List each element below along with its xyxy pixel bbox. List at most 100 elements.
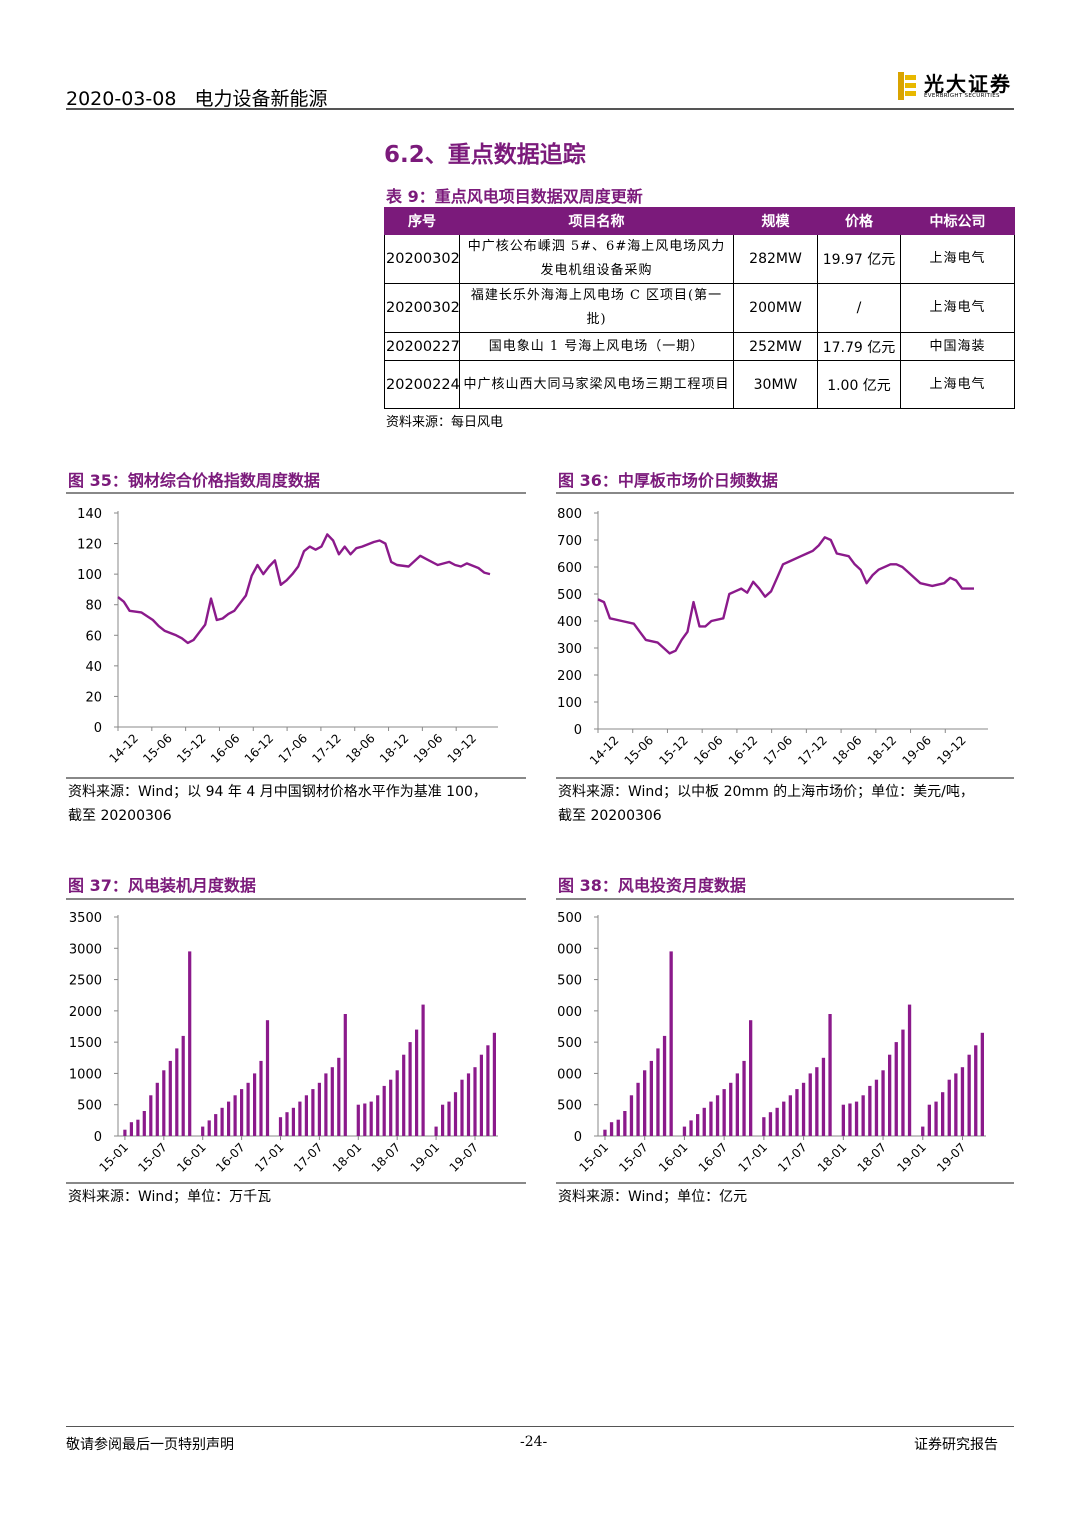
bar	[696, 1114, 700, 1136]
bar	[888, 1054, 892, 1136]
y-tick-label: 1500	[556, 1036, 582, 1051]
x-tick-label: 19-06	[411, 731, 446, 766]
section-title: 6.2、重点数据追踪	[384, 142, 586, 168]
x-tick-label: 16-06	[691, 733, 726, 768]
bar	[453, 1092, 458, 1136]
series-line	[597, 536, 974, 655]
project-table: 序号 项目名称 规模 价格 中标公司 20200302 中广核公布嵊泗 5#、6…	[384, 207, 1015, 409]
x-tick-label: 15-07	[135, 1140, 170, 1175]
x-tick-label: 18-01	[815, 1140, 850, 1175]
x-tick-label: 17-01	[252, 1140, 287, 1175]
bar	[402, 1054, 406, 1136]
bar	[343, 1014, 347, 1136]
figure-35-chart: 0 20 40 60 80 100 120 140 14-12 15-06 15-12 16-06 16…	[77, 507, 498, 766]
bar	[337, 1057, 341, 1136]
figure-37-source: 资料来源：Wind；单位：万千瓦	[68, 1189, 272, 1205]
cell-scale: 200MW	[733, 283, 818, 333]
bar	[715, 1095, 720, 1136]
figure-35-source: 资料来源：Wind；以 94 年 4 月中国钢材价格水平作为基准 100， 截至…	[68, 780, 487, 828]
x-tick-label: 16-07	[696, 1140, 731, 1175]
bar	[722, 1089, 726, 1136]
x-tick-label: 19-07	[934, 1140, 969, 1175]
y-tick-label: 20	[85, 690, 102, 705]
footer-disclaimer: 敬请参阅最后一页特别声明	[66, 1437, 234, 1453]
figure-36-source-line1: 资料来源：Wind；以中板 20mm 的上海市场价；单位：美元/吨，	[558, 784, 974, 800]
bar	[298, 1101, 302, 1136]
bar	[142, 1111, 146, 1136]
y-tick-label: 1500	[69, 1036, 102, 1051]
cell-id: 20200227	[384, 332, 460, 361]
cell-price: 19.97 亿元	[817, 234, 901, 284]
bar	[278, 1117, 283, 1136]
bar	[603, 1129, 607, 1136]
bar	[214, 1114, 218, 1136]
y-tick-label: 2000	[69, 1005, 102, 1020]
bar	[434, 1126, 438, 1136]
figure-38-source: 资料来源：Wind；单位：亿元	[558, 1189, 748, 1205]
bar	[136, 1119, 140, 1136]
y-tick-label: 200	[557, 669, 582, 684]
table-row: 20200224 中广核山西大同马家梁风电场三期工程项目 30MW 1.00 亿…	[384, 360, 1015, 409]
bar	[317, 1082, 321, 1136]
x-tick-label: 18-01	[330, 1140, 365, 1175]
bar	[265, 1020, 270, 1136]
x-tick-label: 14-12	[587, 733, 622, 768]
x-tick-label: 17-12	[309, 731, 344, 766]
y-tick-label: 600	[557, 561, 582, 576]
bar	[155, 1082, 159, 1136]
x-tick-label: 15-12	[656, 733, 691, 768]
y-tick-label: 800	[557, 507, 582, 522]
bar	[415, 1029, 419, 1136]
cell-id: 20200224	[384, 360, 460, 409]
y-tick-label: 100	[77, 568, 102, 583]
cell-id: 20200302	[384, 283, 460, 333]
brand-mark-icon	[898, 72, 916, 100]
x-tick-label: 17-12	[795, 733, 830, 768]
cell-name: 中广核公布嵊泗 5#、6#海上风电场风力发电机组设备采购	[459, 234, 734, 284]
figure-38-chart: 050010001500200025003000350015-0115-0716…	[556, 911, 986, 1175]
figure-36-title: 图 36：中厚板市场价日频数据	[558, 471, 778, 490]
cell-price: /	[817, 283, 901, 333]
bar	[649, 1060, 653, 1136]
x-tick-label: 17-07	[291, 1140, 326, 1175]
cell-scale: 252MW	[733, 332, 818, 361]
cell-scale: 282MW	[733, 234, 818, 284]
figure-35-source-line2: 截至 20200306	[68, 808, 172, 824]
table-source: 资料来源：每日风电	[386, 415, 504, 430]
figure-38-title: 图 38：风电投资月度数据	[558, 876, 746, 895]
y-tick-label: 500	[557, 588, 582, 603]
y-tick-label: 2000	[556, 1005, 582, 1020]
bar	[682, 1126, 687, 1136]
bar	[188, 951, 192, 1136]
x-tick-label: 19-01	[894, 1140, 929, 1175]
bar	[702, 1107, 706, 1136]
bar	[742, 1060, 746, 1136]
bar	[861, 1095, 865, 1136]
figure-36-chart: 0 100 200 300 400 500 600 700 800 14-12 15-06 15-12…	[557, 507, 988, 768]
bar	[782, 1101, 786, 1136]
y-tick-label: 3500	[556, 911, 582, 926]
figure-36-source: 资料来源：Wind；以中板 20mm 的上海市场价；单位：美元/吨， 截至 20…	[558, 780, 974, 828]
figure-38-bottom-rule	[556, 1182, 1014, 1184]
y-tick-label: 3000	[556, 942, 582, 957]
bar	[129, 1122, 133, 1136]
bar	[376, 1095, 380, 1136]
y-tick-label: 120	[77, 538, 102, 553]
cell-name: 中广核山西大同马家梁风电场三期工程项目	[459, 360, 734, 409]
x-tick-label: 18-07	[855, 1140, 890, 1175]
bar	[253, 1073, 257, 1136]
x-tick-label: 17-06	[276, 731, 311, 766]
x-tick-label: 18-07	[369, 1140, 404, 1175]
figure-36-top-rule	[556, 492, 1014, 494]
x-tick-label: 16-12	[726, 733, 761, 768]
x-tick-label: 16-01	[174, 1140, 209, 1175]
cell-name: 福建长乐外海海上风电场 C 区项目(第一批)	[459, 283, 734, 333]
bar	[841, 1104, 845, 1136]
series-line	[117, 533, 491, 645]
figure-35-top-rule	[66, 492, 526, 494]
cell-winner: 上海电气	[900, 283, 1015, 333]
x-tick-label: 15-01	[577, 1140, 612, 1175]
y-tick-label: 0	[94, 721, 102, 736]
header-date: 2020-03-08	[66, 88, 177, 110]
